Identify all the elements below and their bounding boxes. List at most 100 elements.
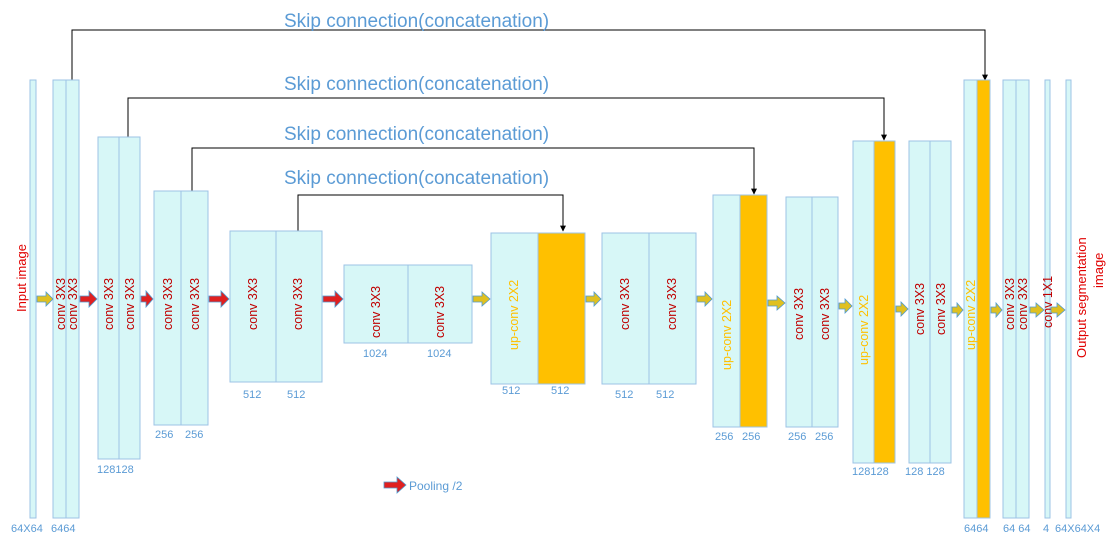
dec1-concat-block (537, 232, 586, 385)
enc2-block-b (118, 136, 141, 460)
legend: Pooling /2 (383, 476, 463, 494)
conv-arrow (36, 291, 54, 307)
dec2-conv-label-a: conv 3X3 (792, 288, 806, 340)
dec1-conv-block-b (648, 232, 697, 385)
skip-label-1: Skip connection(concatenation) (284, 11, 549, 32)
enc4-conv-label-b: conv 3X3 (291, 278, 305, 330)
enc4-block-b (275, 230, 323, 383)
dim-label: 512 (243, 389, 261, 401)
pooling-arrow (79, 290, 98, 308)
dim-label: 64 64 (1003, 523, 1031, 535)
dim-label: 512 (615, 389, 633, 401)
dec3-concat-block (873, 140, 896, 464)
enc3-block-a (153, 190, 182, 426)
pooling-arrow (208, 290, 230, 308)
skip-connection-4: Skip connection(concatenation) (284, 168, 566, 232)
dim-label: 128128 (852, 466, 889, 478)
dim-label: 256 (742, 431, 760, 443)
conv-arrows (36, 291, 1066, 319)
dim-label: 64X64 (11, 523, 43, 535)
decoder-level-3: up-conv 2X2 conv 3X3 conv 3X3 (852, 140, 952, 464)
output-label-line1: Output segmentation (1074, 237, 1089, 358)
dec3-upconv-label: up-conv 2X2 (857, 295, 871, 365)
dec2-concat-block (739, 194, 768, 428)
dec4-concat-block (976, 79, 991, 519)
dec1-conv-label-b: conv 3X3 (665, 278, 679, 330)
enc2-conv-label-b: conv 3X3 (123, 278, 137, 330)
encoder-level-4: conv 3X3 conv 3X3 (229, 230, 323, 383)
enc3-conv-label-a: conv 3X3 (161, 278, 175, 330)
conv-arrow (585, 291, 602, 307)
encoder-level-3: conv 3X3 conv 3X3 (153, 190, 209, 426)
skip-connection-1: Skip connection(concatenation) (71, 11, 988, 81)
enc3-block-b (180, 190, 209, 426)
legend-pooling-label: Pooling /2 (409, 479, 463, 493)
dec2-conv-block-a (785, 196, 813, 428)
enc1-conv-label-a: conv 3X3 (54, 278, 68, 330)
dim-label: 4 (1043, 523, 1049, 535)
output-block (1065, 79, 1072, 519)
dec4-upconv-label: up-conv 2X2 (964, 280, 978, 350)
dec4-conv-label-a: conv 3X3 (1003, 278, 1017, 330)
conv-arrow (472, 291, 491, 307)
enc4-block-a (229, 230, 277, 383)
dim-label: 512 (656, 389, 674, 401)
encoder-level-1: conv 3X3 conv 3X3 (52, 79, 80, 519)
dim-label: 512 (502, 385, 520, 397)
skip-label-4: Skip connection(concatenation) (284, 168, 549, 189)
dim-label: 256 (788, 431, 806, 443)
dim-label: 128 128 (905, 466, 945, 478)
dim-label: 256 (185, 429, 203, 441)
dec4-conv-block-b (1015, 79, 1030, 519)
enc1-conv-label-b: conv 3X3 (66, 278, 80, 330)
dec1-upconv-block (490, 232, 539, 385)
dec2-upconv-label: up-conv 2X2 (720, 300, 734, 370)
enc1-block-b (65, 79, 80, 519)
input-label: Input image (14, 244, 29, 312)
pooling-arrow (140, 289, 154, 309)
skip-connection-3: Skip connection(concatenation) (191, 124, 757, 195)
pooling-arrows (79, 289, 344, 309)
conv-arrow (838, 298, 853, 314)
bottleneck-conv-label-b: conv 3X3 (433, 286, 447, 338)
conv-arrow (990, 301, 1003, 319)
dim-label: 6464 (51, 523, 75, 535)
dim-label: 512 (287, 389, 305, 401)
decoder-level-4: up-conv 2X2 conv 3X3 conv 3X3 (963, 79, 1030, 519)
dim-label: 512 (551, 385, 569, 397)
pooling-arrow (322, 290, 344, 308)
conv-arrow (951, 301, 964, 319)
dim-label: 1024 (363, 348, 387, 360)
decoder-level-2: up-conv 2X2 conv 3X3 conv 3X3 (712, 194, 839, 428)
conv-arrow (895, 301, 909, 317)
skip-label-2: Skip connection(concatenation) (284, 74, 549, 95)
dim-label: 256 (155, 429, 173, 441)
decoder-level-1: up-conv 2X2 conv 3X3 conv 3X3 (490, 232, 697, 385)
enc2-conv-label-a: conv 3X3 (102, 278, 116, 330)
conv-arrow (696, 291, 713, 307)
dim-label: 256 (815, 431, 833, 443)
dec1-conv-block-a (601, 232, 650, 385)
input-image-block (29, 79, 37, 519)
dec2-conv-block-b (811, 196, 839, 428)
dec1-conv-label-a: conv 3X3 (618, 278, 632, 330)
classifier-block (1044, 79, 1051, 519)
bottleneck: conv 3X3 conv 3X3 (343, 264, 473, 344)
conv-arrow (767, 295, 786, 311)
encoder-level-2: conv 3X3 conv 3X3 (97, 136, 141, 460)
conv-arrow (1029, 302, 1045, 318)
dim-label: 6464 (964, 523, 988, 535)
dec3-conv-label-b: conv 3X3 (934, 283, 948, 335)
dec4-conv-label-b: conv 3X3 (1016, 278, 1030, 330)
dim-label: 1024 (427, 348, 451, 360)
dec3-conv-block-b (929, 140, 952, 464)
bottleneck-block-a (343, 264, 409, 344)
output-label-line2: image (1091, 253, 1106, 288)
dec1-upconv-label: up-conv 2X2 (507, 280, 521, 350)
skip-connection-2: Skip connection(concatenation) (127, 74, 887, 141)
dimension-labels: 64X64 6464 128128 256 256 512 512 1024 1… (11, 348, 1100, 535)
legend-pooling-arrow (383, 476, 407, 494)
dec3-conv-label-a: conv 3X3 (913, 283, 927, 335)
